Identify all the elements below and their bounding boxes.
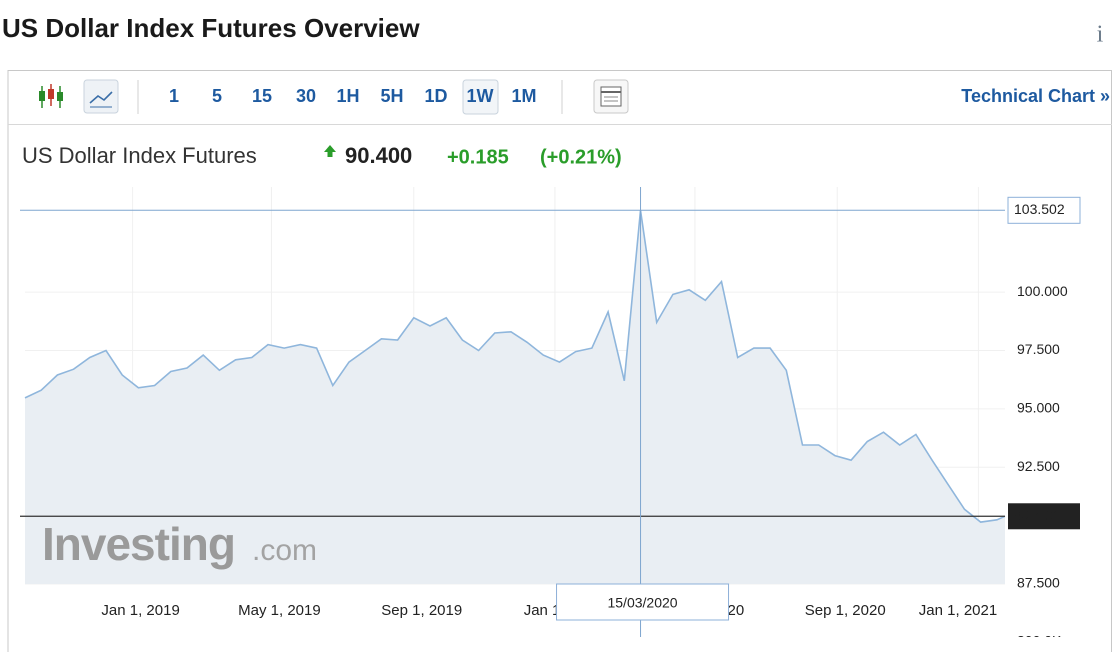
crosshair-x-box [556, 583, 730, 621]
x-tick-label: Jan 1, 2021 [919, 602, 997, 619]
table-icon[interactable] [593, 79, 629, 114]
interval-button[interactable]: 5H [380, 86, 403, 106]
watermark-suffix: .com [252, 534, 317, 567]
widget-border [7, 70, 1112, 652]
crosshair-y-box [1007, 196, 1081, 224]
interval-button[interactable]: 15 [252, 86, 272, 106]
y-tick-label: 100.000 [1017, 283, 1068, 299]
x-tick-label: Jan 1, 2019 [101, 602, 179, 619]
interval-button[interactable]: 1 [169, 86, 179, 106]
chart-area: Investing .com 87.500 92.500 95.000 97.500 100… [20, 187, 1081, 649]
page-title: US Dollar Index Futures Overview [2, 13, 420, 43]
area [25, 210, 1005, 585]
price: 90.400 [345, 143, 412, 168]
interval-button[interactable]: 1W [467, 86, 494, 106]
selected-interval-box [462, 79, 499, 115]
volume-axis-label: 300.0K [1017, 633, 1062, 649]
last-price-label: 90.400 [1014, 507, 1057, 523]
instrument-name: US Dollar Index Futures [22, 143, 257, 168]
line-icon[interactable] [83, 79, 119, 114]
price-line [24, 210, 1006, 523]
up-arrow [324, 145, 336, 157]
last-price-box [1008, 503, 1080, 530]
watermark: Investing [42, 518, 235, 570]
y-tick-label: 92.500 [1017, 458, 1060, 474]
y-tick-label: 87.500 [1017, 575, 1060, 591]
interval-button[interactable]: 30 [296, 86, 316, 106]
x-tick-label: May 1, 2019 [238, 602, 321, 619]
x-tick-label: Sep 1, 2019 [381, 602, 462, 619]
y-tick-label: 97.500 [1017, 341, 1060, 357]
interval-button[interactable]: 1M [511, 86, 536, 106]
crosshair-x-label: 15/03/2020 [607, 595, 677, 611]
x-tick-label: Sep 1, 2020 [805, 602, 886, 619]
price-change: +0.185 [447, 146, 509, 168]
price-change-pct: (+0.21%) [540, 146, 622, 168]
info-icon[interactable]: i [1097, 22, 1104, 48]
crosshair-y-label: 103.502 [1014, 201, 1065, 217]
candle-icon[interactable] [39, 84, 63, 108]
technical-chart-link[interactable]: Technical Chart » [961, 86, 1110, 106]
interval-button[interactable]: 1H [336, 86, 359, 106]
y-tick-label: 95.000 [1017, 400, 1060, 416]
interval-button[interactable]: 5 [212, 86, 222, 106]
interval-button[interactable]: 1D [424, 86, 447, 106]
